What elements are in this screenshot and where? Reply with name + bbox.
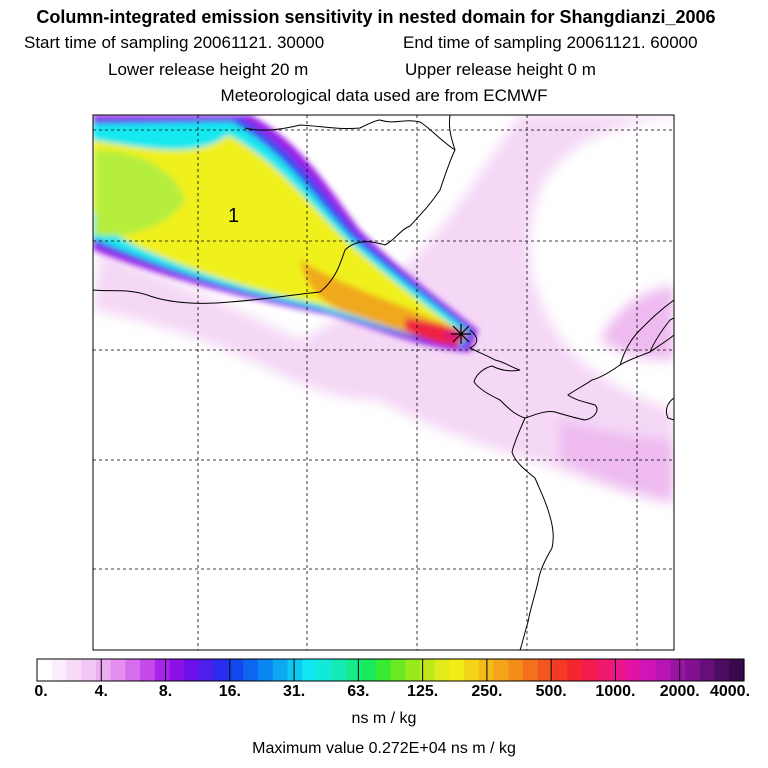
colorbar-swatch xyxy=(611,659,627,681)
colorbar-tick-marks xyxy=(100,659,681,681)
colorbar-swatch xyxy=(169,659,185,681)
colorbar-swatch xyxy=(390,659,406,681)
colorbar-tick-label: 4000. xyxy=(709,683,751,700)
colorbar-tick-label: 8. xyxy=(158,683,173,700)
border-line xyxy=(93,115,456,304)
colorbar-tick-label: 500. xyxy=(535,683,567,700)
map-frame xyxy=(92,114,675,651)
colorbar-frame xyxy=(36,658,745,682)
colorbar-swatch xyxy=(154,659,171,681)
sensitivity-field: 1 xyxy=(93,115,674,650)
colorbar-swatch xyxy=(596,659,613,681)
colorbar-swatch xyxy=(655,659,671,681)
main-plume xyxy=(93,115,478,352)
plume-band-yellow xyxy=(93,135,464,342)
colorbar-swatch xyxy=(331,659,347,681)
lower-release-height-label: Lower release height 20 m xyxy=(108,60,309,79)
colorbar-swatch xyxy=(714,659,730,681)
colorbar-swatch xyxy=(287,659,303,681)
colorbar-tick-label: 2000. xyxy=(659,683,700,700)
figure-title: Column-integrated emission sensitivity i… xyxy=(36,7,716,27)
colorbar-tick-label: 31. xyxy=(282,683,306,700)
colorbar xyxy=(37,659,745,681)
colorbar-swatch xyxy=(66,659,82,681)
station-marker xyxy=(451,324,471,344)
colorbar-swatch xyxy=(81,659,97,681)
colorbar-tick-label: 125. xyxy=(407,683,439,700)
colorbar-swatch xyxy=(346,659,362,681)
colorbar-swatch xyxy=(95,659,112,681)
colorbar-swatch xyxy=(640,659,657,681)
cluster-label: 1 xyxy=(228,205,239,227)
border-line xyxy=(379,119,456,151)
coastline xyxy=(468,329,674,421)
colorbar-swatch xyxy=(302,659,318,681)
colorbar-swatch xyxy=(493,659,509,681)
colorbar-tick-label: 4. xyxy=(94,683,108,700)
colorbar-swatch xyxy=(125,659,141,681)
colorbar-swatch xyxy=(699,659,716,681)
colorbar-swatch xyxy=(184,659,200,681)
colorbar-swatch xyxy=(670,659,686,681)
end-time-label: End time of sampling 20061121. 60000 xyxy=(403,33,698,52)
coastline xyxy=(511,417,554,650)
faint-plume-east xyxy=(300,115,674,505)
colorbar-swatch xyxy=(537,659,554,681)
colorbar-unit-label: ns m / kg xyxy=(351,710,417,727)
colorbar-swatch xyxy=(685,659,701,681)
start-time-label: Start time of sampling 20061121. 30000 xyxy=(24,33,325,52)
colorbar-swatch xyxy=(257,659,274,681)
meteorological-data-label: Meteorological data used are from ECMWF xyxy=(220,86,548,105)
coastline xyxy=(619,299,674,366)
upper-release-height-label: Upper release height 0 m xyxy=(405,60,596,79)
colorbar-swatch xyxy=(110,659,126,681)
colorbar-swatch xyxy=(272,659,288,681)
colorbar-swatch xyxy=(51,659,68,681)
coastline xyxy=(665,397,674,421)
colorbar-swatch xyxy=(449,659,465,681)
colorbar-swatch xyxy=(729,659,745,681)
colorbar-tick-label: 16. xyxy=(218,683,241,700)
colorbar-swatch xyxy=(419,659,436,681)
colorbar-swatch xyxy=(375,659,392,681)
colorbar-swatch xyxy=(581,659,598,681)
colorbar-swatch xyxy=(140,659,156,681)
coastline xyxy=(649,317,674,353)
colorbar-tick-label: 250. xyxy=(471,683,503,700)
colorbar-swatch xyxy=(213,659,230,681)
colorbar-swatch xyxy=(228,659,244,681)
colorbar-swatch xyxy=(37,659,53,681)
colorbar-swatch xyxy=(567,659,583,681)
faint-plume-west xyxy=(93,250,430,401)
colorbar-swatch xyxy=(405,659,421,681)
colorbar-tick-label: 1000. xyxy=(595,683,636,700)
colorbar-tick-label: 63. xyxy=(347,683,370,700)
colorbar-swatch xyxy=(361,659,377,681)
colorbar-swatch xyxy=(552,659,568,681)
lat-lon-grid xyxy=(93,115,674,650)
colorbar-swatch xyxy=(626,659,642,681)
colorbar-tick-label: 0. xyxy=(34,683,48,700)
colorbar-swatch xyxy=(199,659,215,681)
colorbar-swatch xyxy=(243,659,259,681)
green-band-west xyxy=(95,150,185,236)
coastlines-and-borders xyxy=(93,115,674,650)
colorbar-swatch xyxy=(434,659,451,681)
colorbar-swatch xyxy=(316,659,333,681)
colorbar-swatch xyxy=(508,659,524,681)
colorbar-swatch xyxy=(464,659,480,681)
maximum-value-label: Maximum value 0.272E+04 ns m / kg xyxy=(252,740,516,757)
border-line xyxy=(244,119,381,131)
colorbar-swatch xyxy=(523,659,539,681)
